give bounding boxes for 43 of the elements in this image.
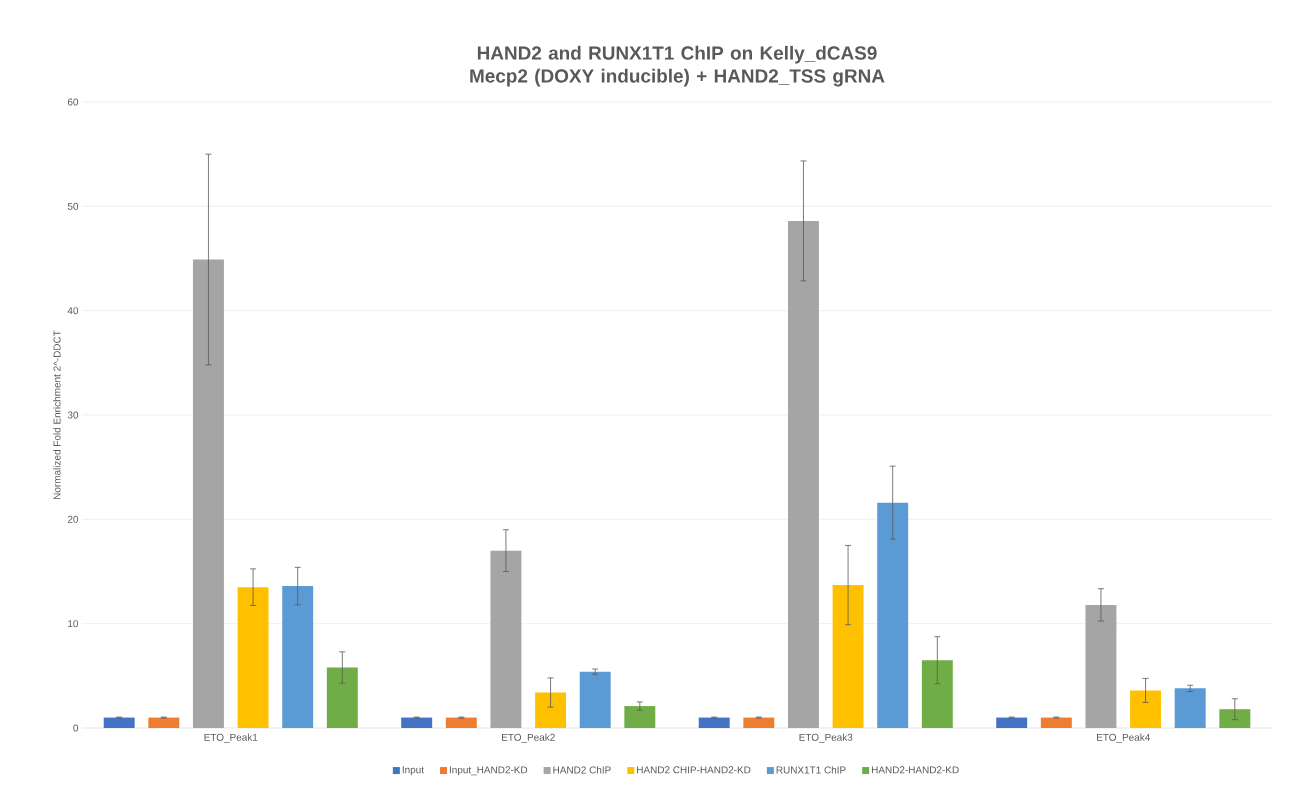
bar [445, 717, 477, 728]
x-tick-label: ETO_Peak1 [204, 733, 258, 743]
x-tick-label: ETO_Peak3 [799, 733, 853, 743]
bar [1040, 717, 1072, 728]
chart-title: HAND2 and RUNX1T1 ChIP on Kelly_dCAS9 Mecp2 (DOXY inducible) + HAND2_TSS gRNA [470, 45, 885, 87]
bar [996, 717, 1028, 728]
legend-label: Input [402, 766, 424, 776]
bar [832, 585, 864, 728]
x-tick-label: ETO_Peak4 [1097, 733, 1151, 743]
bar [1085, 604, 1117, 728]
bar [192, 259, 224, 728]
legend-label: HAND2-HAND2-KD [871, 766, 959, 774]
bar [401, 717, 433, 728]
bar [148, 717, 180, 728]
legend-label: HAND2 ChIP [553, 766, 611, 774]
bar [103, 717, 135, 728]
y-tick-label: 40 [67, 307, 79, 315]
bar [787, 220, 819, 728]
bar [1174, 688, 1206, 728]
y-tick-label: 10 [68, 620, 79, 628]
y-tick-label: 20 [67, 515, 79, 523]
bar [490, 550, 522, 728]
bar [535, 692, 567, 728]
bar [921, 660, 953, 728]
bar [624, 706, 656, 728]
bar [743, 717, 775, 728]
y-tick-label: 0 [73, 724, 79, 732]
y-tick-label: 60 [67, 98, 79, 106]
bar [282, 586, 314, 728]
bar [877, 502, 909, 728]
x-tick-label: ETO_Peak2 [502, 733, 555, 743]
bar [1219, 709, 1251, 728]
legend-label: Input_HAND2-KD [449, 766, 528, 776]
y-axis-title: Normalized Fold Enrichment 2^-DDCT [53, 330, 61, 500]
bar [237, 587, 269, 728]
legend-label: HAND2 CHIP-HAND2-KD [637, 766, 751, 774]
y-tick-label: 30 [67, 411, 79, 419]
bar [579, 671, 611, 728]
y-tick-label: 50 [67, 202, 79, 210]
bar [1130, 690, 1162, 728]
bar [698, 717, 730, 728]
bar [326, 667, 358, 728]
legend-label: RUNX1T1 ChIP [776, 766, 846, 774]
